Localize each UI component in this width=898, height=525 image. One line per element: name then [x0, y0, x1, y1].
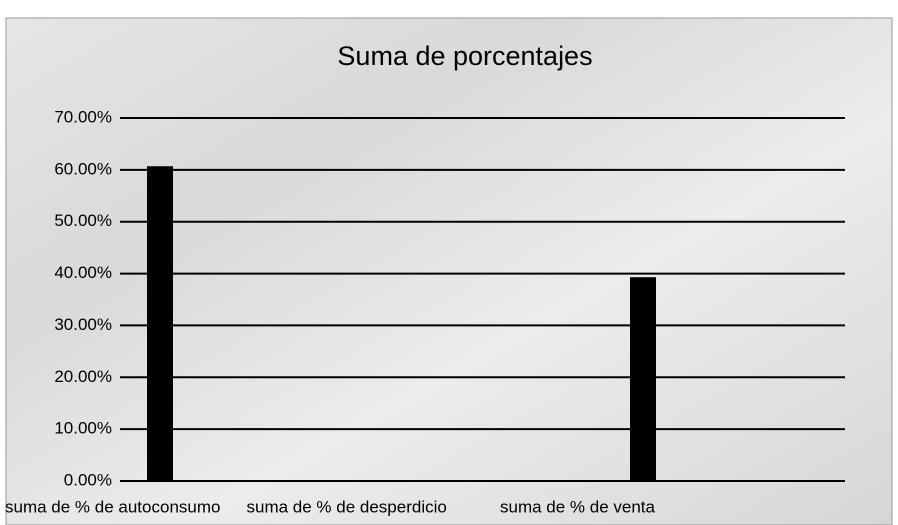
chart-area: [5, 17, 893, 525]
y-tick-label: 30.00%: [54, 315, 112, 334]
y-tick-label: 40.00%: [54, 263, 112, 282]
x-tick-label: suma de % de autoconsumo: [5, 497, 220, 516]
y-tick-label: 20.00%: [54, 367, 112, 386]
y-tick-label: 0.00%: [64, 470, 112, 489]
x-tick-label: suma de % de desperdicio: [247, 497, 447, 516]
bar: [147, 166, 173, 481]
x-tick-label: suma de % de venta: [500, 497, 656, 516]
chart-title: Suma de porcentajes: [337, 41, 592, 71]
y-tick-label: 60.00%: [54, 159, 112, 178]
y-tick-label: 50.00%: [54, 211, 112, 230]
y-tick-label: 70.00%: [54, 107, 112, 126]
y-tick-label: 10.00%: [54, 419, 112, 438]
bar: [630, 277, 656, 481]
